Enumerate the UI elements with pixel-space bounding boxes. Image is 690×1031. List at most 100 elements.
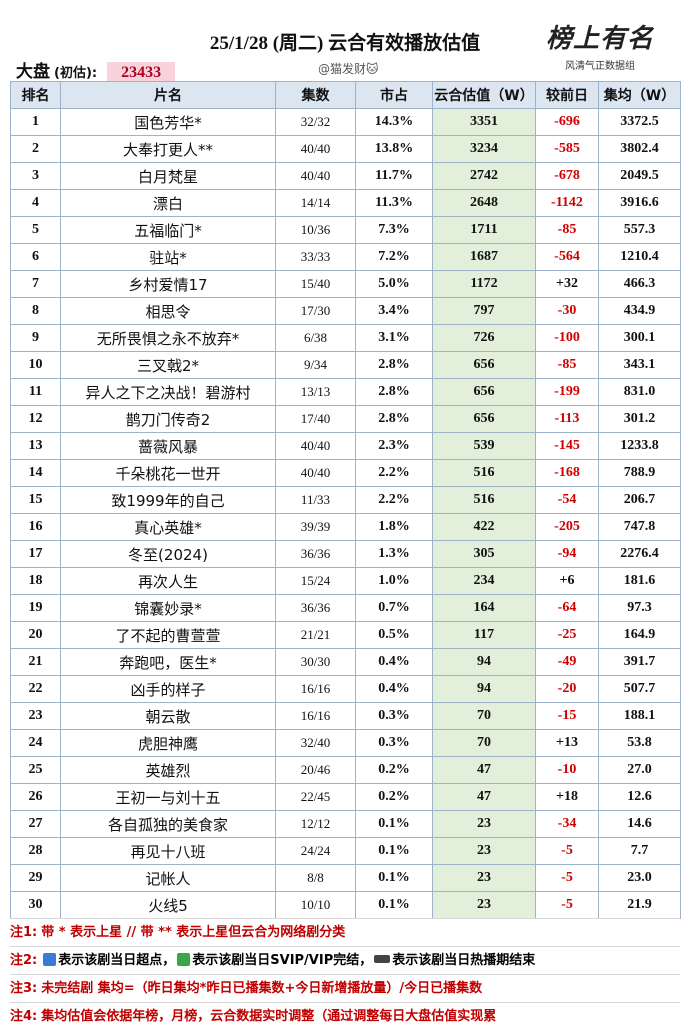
table-cell: -585	[535, 135, 599, 163]
table-cell: 70	[432, 729, 536, 757]
table-cell: 25	[10, 756, 61, 784]
market-label: 大盘	[16, 62, 50, 82]
table-cell: 1.8%	[355, 513, 433, 541]
table-cell: -168	[535, 459, 599, 487]
table-cell: 24/24	[275, 837, 356, 865]
note-label: 注3:	[10, 981, 38, 996]
table-cell: 24	[10, 729, 61, 757]
table-row: 2 大奉打更人** 40/40 13.8% 3234 -585 3802.4	[10, 135, 681, 163]
header-row: 排名 片名 集数 市占 云合估值（W） 较前日 集均（W）	[10, 81, 681, 109]
table-row: 14 千朵桃花一世开 40/40 2.2% 516 -168 788.9	[10, 459, 681, 487]
table-cell: 21	[10, 648, 61, 676]
table-cell: 朝云散	[60, 702, 276, 730]
table-cell: 747.8	[598, 513, 681, 541]
table-cell: 539	[432, 432, 536, 460]
table-cell: 13/13	[275, 378, 356, 406]
table-cell: 300.1	[598, 324, 681, 352]
note-label: 注1:	[10, 925, 38, 940]
table-cell: 0.2%	[355, 783, 433, 811]
table-cell: 五福临门*	[60, 216, 276, 244]
table-cell: -85	[535, 351, 599, 379]
table-row: 25 英雄烈 20/46 0.2% 47 -10 27.0	[10, 756, 681, 784]
logo-title: 榜上有名	[545, 24, 654, 54]
table-row: 4 漂白 14/14 11.3% 2648 -1142 3916.6	[10, 189, 681, 217]
table-cell: 2742	[432, 162, 536, 190]
note-line: 注4: 集均估值会依据年榜，月榜，云合数据实时调整（通过调整每日大盘估值实现累	[10, 1002, 680, 1030]
table-cell: 6	[10, 243, 61, 271]
table-cell: 181.6	[598, 567, 681, 595]
table-cell: 9/34	[275, 351, 356, 379]
table-cell: 0.1%	[355, 837, 433, 865]
table-cell: 17	[10, 540, 61, 568]
table-cell: -30	[535, 297, 599, 325]
table-cell: 7.2%	[355, 243, 433, 271]
note-text: 表示该剧当日SVIP/VIP完结，	[192, 953, 373, 968]
table-cell: 了不起的曹萱萱	[60, 621, 276, 649]
table-row: 22 凶手的样子 16/16 0.4% 94 -20 507.7	[10, 675, 681, 703]
table-row: 29 记帐人 8/8 0.1% 23 -5 23.0	[10, 864, 681, 892]
table-cell: 11.7%	[355, 162, 433, 190]
table-cell: 0.5%	[355, 621, 433, 649]
table-row: 15 致1999年的自己 11/33 2.2% 516 -54 206.7	[10, 486, 681, 514]
table-cell: 1.0%	[355, 567, 433, 595]
table-cell: 40/40	[275, 432, 356, 460]
ranking-table: 排名 片名 集数 市占 云合估值（W） 较前日 集均（W） 1 国色芳华* 32/32 14.3%…	[10, 81, 681, 919]
table-cell: 22/45	[275, 783, 356, 811]
column-header: 市占	[355, 81, 433, 109]
table-cell: 0.2%	[355, 756, 433, 784]
table-cell: 2.8%	[355, 351, 433, 379]
table-cell: -113	[535, 405, 599, 433]
table-cell: 0.7%	[355, 594, 433, 622]
table-cell: 3372.5	[598, 108, 681, 136]
table-cell: 虎胆神鹰	[60, 729, 276, 757]
title: 25/1/28 (周二) 云合有效播放估值	[209, 33, 481, 54]
table-cell: 漂白	[60, 189, 276, 217]
table-cell: 30/30	[275, 648, 356, 676]
table-cell: 1172	[432, 270, 536, 298]
table-row: 20 了不起的曹萱萱 21/21 0.5% 117 -25 164.9	[10, 621, 681, 649]
table-cell: 17/30	[275, 297, 356, 325]
table-cell: -25	[535, 621, 599, 649]
table-cell: -199	[535, 378, 599, 406]
table-cell: 白月梵星	[60, 162, 276, 190]
table-cell: 466.3	[598, 270, 681, 298]
table-cell: 3.4%	[355, 297, 433, 325]
table-cell: -10	[535, 756, 599, 784]
table-cell: 0.3%	[355, 729, 433, 757]
table-cell: 30	[10, 891, 61, 919]
table-cell: 11.3%	[355, 189, 433, 217]
table-cell: 国色芳华*	[60, 108, 276, 136]
table-cell: 19	[10, 594, 61, 622]
table-cell: 656	[432, 405, 536, 433]
table-cell: 94	[432, 648, 536, 676]
table-cell: 大奉打更人**	[60, 135, 276, 163]
table-cell: 164.9	[598, 621, 681, 649]
table-cell: 97.3	[598, 594, 681, 622]
table-cell: 28	[10, 837, 61, 865]
table-cell: 557.3	[598, 216, 681, 244]
table-cell: 21.9	[598, 891, 681, 919]
table-cell: 5.0%	[355, 270, 433, 298]
logo: 榜上有名 风清气正数据组	[540, 18, 660, 72]
table-cell: 12	[10, 405, 61, 433]
table-row: 30 火线5 10/10 0.1% 23 -5 21.9	[10, 891, 681, 919]
table-cell: -205	[535, 513, 599, 541]
table-cell: 蔷薇风暴	[60, 432, 276, 460]
table-cell: 6/38	[275, 324, 356, 352]
column-header: 排名	[10, 81, 61, 109]
table-cell: 0.4%	[355, 675, 433, 703]
market-value: 23433	[107, 62, 176, 84]
table-cell: 1.3%	[355, 540, 433, 568]
table-cell: 188.1	[598, 702, 681, 730]
table-cell: +32	[535, 270, 599, 298]
table-cell: -54	[535, 486, 599, 514]
table-cell: 4	[10, 189, 61, 217]
table-cell: -5	[535, 837, 599, 865]
table-cell: 29	[10, 864, 61, 892]
table-cell: -85	[535, 216, 599, 244]
table-cell: 2.8%	[355, 378, 433, 406]
note-line: 注1: 带 * 表示上星 // 带 ** 表示上星但云合为网络剧分类	[10, 918, 680, 946]
table-cell: 3351	[432, 108, 536, 136]
table-cell: 117	[432, 621, 536, 649]
table-cell: -5	[535, 891, 599, 919]
